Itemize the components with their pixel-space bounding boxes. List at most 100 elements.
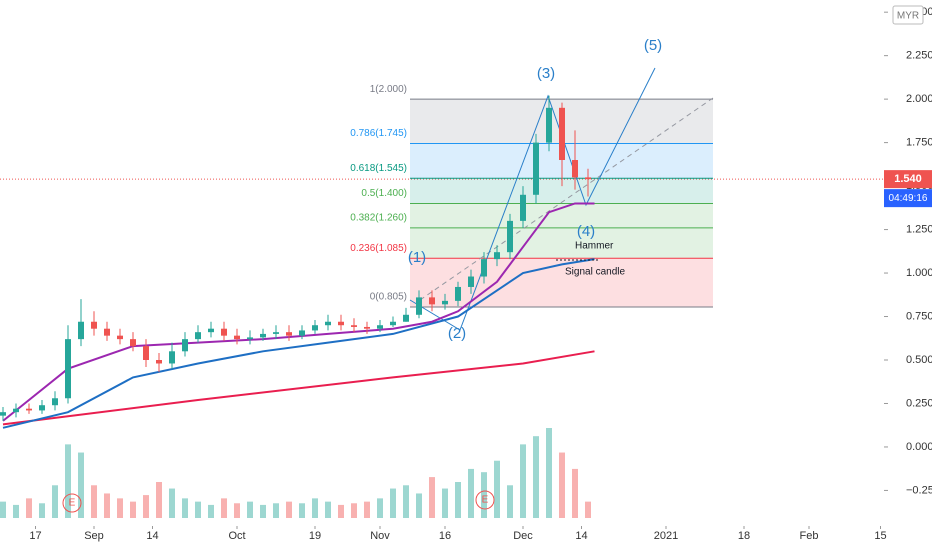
volume-bar xyxy=(338,504,344,518)
candle-body xyxy=(143,346,149,360)
candle-body xyxy=(455,286,461,301)
volume-bar xyxy=(533,436,539,518)
candle-body xyxy=(442,300,448,305)
candle-body xyxy=(494,252,500,260)
moving-average xyxy=(2,202,595,422)
annotations: (1) (2) (3) (4) (5) Hammer Signal candle E E xyxy=(62,37,662,513)
moving-averages xyxy=(2,202,595,429)
x-tick-label: 15 xyxy=(874,530,886,542)
fib-label: 0.786(1.745) xyxy=(350,128,407,139)
candle-body xyxy=(481,259,487,277)
candle-body xyxy=(13,408,19,413)
volume-bar xyxy=(312,498,318,518)
candle-body xyxy=(403,314,409,322)
volume-bar xyxy=(143,495,149,518)
price-tag-label: 1.540 xyxy=(894,173,922,185)
fib-zone xyxy=(410,227,713,259)
volume-bar xyxy=(494,460,500,518)
wave-label: (4) xyxy=(577,223,595,240)
candle-body xyxy=(585,177,591,180)
earnings-label: E xyxy=(69,498,76,509)
x-tick-label: Nov xyxy=(370,530,390,542)
x-tick-label: 14 xyxy=(575,530,587,542)
volume-bar xyxy=(13,504,19,518)
moving-average xyxy=(2,350,595,426)
x-tick-label: 18 xyxy=(738,530,750,542)
candle-body xyxy=(273,332,279,334)
candle-body xyxy=(260,333,266,338)
y-tick-label: 0.000 xyxy=(906,441,932,453)
volume-bar xyxy=(182,498,188,518)
candle-body xyxy=(130,339,136,347)
y-tick-label: 0.750 xyxy=(906,310,932,322)
y-tick-label: 1.250 xyxy=(906,223,932,235)
candle-body xyxy=(364,326,370,329)
volume-bar xyxy=(169,488,175,518)
volume-bar xyxy=(377,498,383,518)
x-tick-label: Feb xyxy=(800,530,819,542)
fib-label: 0(0.805) xyxy=(370,292,407,303)
earnings-marker xyxy=(62,493,82,513)
axis-bg xyxy=(884,0,932,550)
volume xyxy=(0,428,591,518)
volume-bar xyxy=(572,468,578,518)
volume-bar xyxy=(234,503,240,518)
candle-body xyxy=(416,297,422,315)
currency-box xyxy=(892,5,924,25)
candle-body xyxy=(234,335,240,340)
volume-bar xyxy=(403,485,409,518)
candle-body xyxy=(182,339,188,352)
candle-body xyxy=(286,332,292,336)
volume-bar xyxy=(325,501,331,518)
candle-body xyxy=(104,328,110,336)
candle-body xyxy=(26,408,32,411)
candle-body xyxy=(325,321,331,326)
volume-bar xyxy=(286,501,292,518)
candle-body xyxy=(0,412,6,416)
x-tick-label: 14 xyxy=(146,530,158,542)
volume-bar xyxy=(468,468,474,518)
volume-bar xyxy=(585,501,591,518)
volume-bar xyxy=(546,428,552,518)
volume-bar xyxy=(195,501,201,518)
y-tick-label: 0.250 xyxy=(906,397,932,409)
volume-bar xyxy=(156,482,162,518)
wave-label: (5) xyxy=(644,37,662,54)
volume-bar xyxy=(39,503,45,518)
candle-body xyxy=(533,142,539,195)
price-axis: −0.2500.0000.2500.5000.7501.0001.2501.50… xyxy=(29,0,932,550)
volume-bar xyxy=(104,493,110,518)
volume-bar xyxy=(390,488,396,518)
wave-label: (2) xyxy=(448,325,466,342)
candle-body xyxy=(390,321,396,326)
volume-bar xyxy=(117,498,123,518)
price-tag xyxy=(884,170,932,189)
candle-body xyxy=(312,325,318,331)
earnings-label: E xyxy=(482,495,489,506)
volume-bar xyxy=(442,488,448,518)
candle-body xyxy=(299,330,305,336)
volume-bar xyxy=(299,503,305,518)
candle-body xyxy=(377,325,383,329)
y-tick-label: −0.250 xyxy=(906,484,932,496)
wave-label: (3) xyxy=(537,65,555,82)
x-tick-label: Sep xyxy=(84,530,104,542)
x-tick-label: Dec xyxy=(513,530,533,542)
volume-bar xyxy=(273,503,279,518)
candle-body xyxy=(78,321,84,340)
volume-bar xyxy=(26,498,32,518)
volume-bar xyxy=(65,444,71,518)
candle-body xyxy=(221,328,227,336)
candle-body xyxy=(156,360,162,364)
candle-body xyxy=(169,351,175,364)
volume-bar xyxy=(260,504,266,518)
fib-label: 0.236(1.085) xyxy=(350,243,407,254)
volume-bar xyxy=(247,501,253,518)
candle-body xyxy=(195,332,201,340)
earnings-marker xyxy=(475,490,495,510)
volume-bar xyxy=(520,444,526,518)
fib-label: 0.382(1.260) xyxy=(350,212,407,223)
fib-label: 0.5(1.400) xyxy=(361,188,407,199)
volume-bar xyxy=(507,485,513,518)
